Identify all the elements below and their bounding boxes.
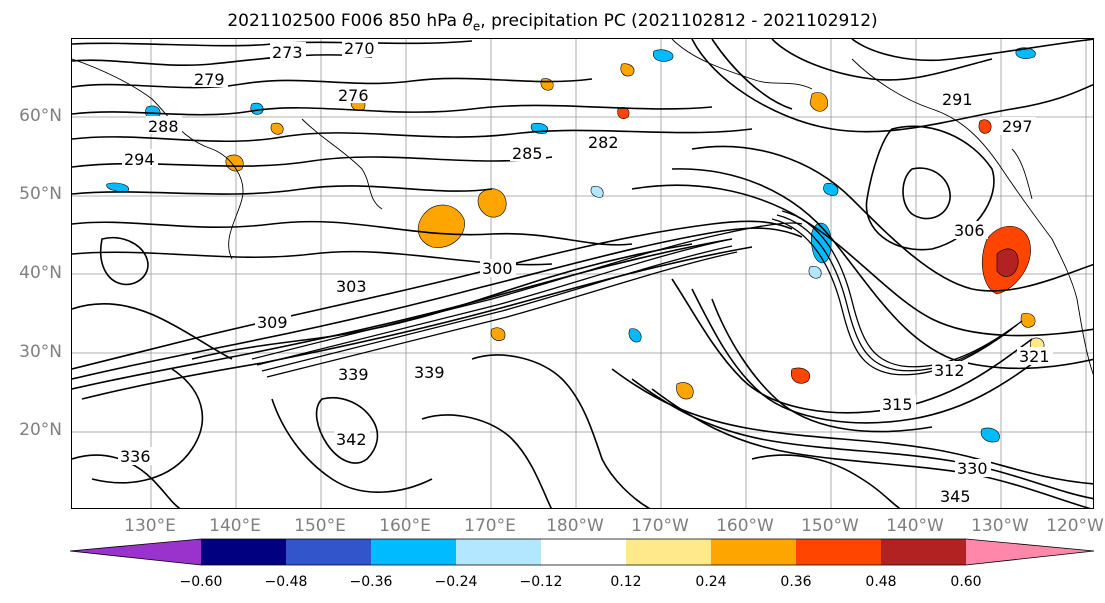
contour-label: 276	[338, 86, 369, 105]
map-panel[interactable]: 273 270 279 276 288 294 282 285 291 297 …	[71, 38, 1094, 509]
colorbar-bin	[626, 539, 711, 565]
contour-label: 306	[954, 221, 985, 240]
colorbar-tick: −0.36	[349, 574, 393, 590]
colorbar-extend-low	[70, 539, 201, 565]
contour-label: 288	[148, 117, 179, 136]
lon-label-120w: 120°W	[1046, 516, 1104, 536]
colorbar-tick: −0.12	[519, 574, 563, 590]
contour-label: 345	[940, 487, 971, 506]
lat-label-50n: 50°N	[19, 184, 62, 204]
lon-label-160e: 160°E	[379, 516, 431, 536]
contour-label: 303	[336, 277, 367, 296]
title-theta-subscript: e	[472, 19, 481, 34]
contour-labels: 273 270 279 276 288 294 282 285 291 297 …	[118, 39, 1053, 506]
contour-label: 285	[512, 144, 543, 163]
contour-label: 336	[120, 447, 151, 466]
contour-label: 312	[934, 361, 965, 380]
colorbar-extend-high	[966, 539, 1094, 565]
contour-label: 339	[414, 363, 445, 382]
contour-label: 315	[882, 395, 913, 414]
contour-label: 297	[1002, 117, 1033, 136]
title-theta: θ	[462, 11, 473, 31]
colorbar-bin	[371, 539, 456, 565]
lat-label-40n: 40°N	[19, 263, 62, 283]
contour-label: 279	[194, 70, 225, 89]
contour-label: 282	[588, 133, 619, 152]
colorbar-bin	[456, 539, 541, 565]
lon-label-150w: 150°W	[801, 516, 859, 536]
lon-label-170e: 170°E	[464, 516, 516, 536]
colorbar-bin	[286, 539, 371, 565]
contour-label: 294	[124, 150, 155, 169]
contour-label: 270	[344, 39, 375, 58]
contour-label: 339	[338, 365, 369, 384]
colorbar-tick: 0.24	[695, 574, 727, 590]
lon-label-130w: 130°W	[971, 516, 1029, 536]
colorbar-bin	[201, 539, 286, 565]
map-title: 2021102500 F006 850 hPa θe, precipitatio…	[0, 11, 1105, 33]
colorbar-tick: 0.36	[780, 574, 812, 590]
contour-label: 330	[957, 459, 988, 478]
coastlines	[72, 39, 1093, 375]
contour-label: 342	[336, 430, 367, 449]
colorbar-tick: 0.60	[950, 574, 982, 590]
lon-label-140e: 140°E	[209, 516, 261, 536]
colorbar-tick: −0.60	[179, 574, 223, 590]
title-prefix: 2021102500 F006 850 hPa	[227, 11, 463, 31]
colorbar-bin	[796, 539, 881, 565]
lon-label-150e: 150°E	[294, 516, 346, 536]
lon-label-170w: 170°W	[631, 516, 689, 536]
colorbar-tick: −0.48	[264, 574, 308, 590]
map-canvas: 273 270 279 276 288 294 282 285 291 297 …	[72, 39, 1093, 508]
contour-label: 273	[272, 43, 303, 62]
lon-label-160w: 160°W	[716, 516, 774, 536]
lat-label-20n: 20°N	[19, 420, 62, 440]
colorbar-bin	[541, 539, 626, 565]
colorbar-tick: 0.48	[865, 574, 897, 590]
lon-label-180w: 180°W	[546, 516, 604, 536]
lat-label-30n: 30°N	[19, 342, 62, 362]
lon-label-130e: 130°E	[124, 516, 176, 536]
theta-e-contours	[72, 39, 1093, 508]
title-suffix: , precipitation PC (2021102812 - 2021102…	[480, 11, 878, 31]
contour-label: 300	[482, 259, 513, 278]
contour-label: 291	[942, 90, 973, 109]
lat-label-60n: 60°N	[19, 106, 62, 126]
colorbar-bin	[711, 539, 796, 565]
graticule	[72, 39, 1093, 508]
contour-label: 321	[1019, 347, 1050, 366]
colorbar-tick: −0.24	[434, 574, 478, 590]
colorbar	[70, 538, 1095, 566]
contour-label: 309	[257, 313, 288, 332]
colorbar-tick: 0.12	[610, 574, 642, 590]
lon-label-140w: 140°W	[886, 516, 944, 536]
colorbar-bin	[881, 539, 966, 565]
